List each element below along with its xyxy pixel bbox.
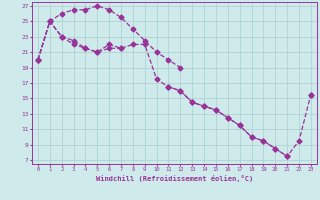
X-axis label: Windchill (Refroidissement éolien,°C): Windchill (Refroidissement éolien,°C): [96, 175, 253, 182]
